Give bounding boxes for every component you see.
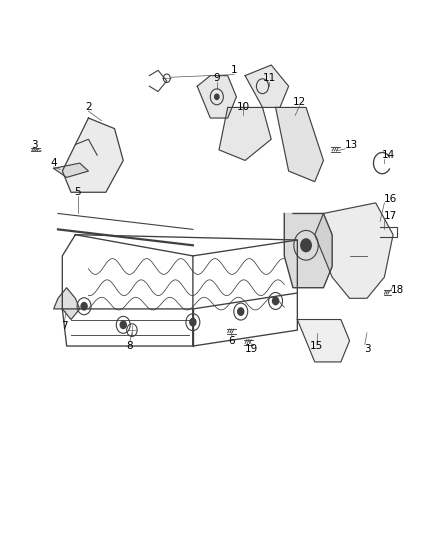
Polygon shape [284,214,332,288]
Circle shape [215,94,219,100]
Circle shape [81,303,87,310]
Text: 1: 1 [231,66,237,75]
Circle shape [238,308,244,316]
Circle shape [120,321,126,328]
Text: 19: 19 [245,344,258,354]
Circle shape [190,318,196,326]
Text: 8: 8 [127,341,133,351]
Text: 11: 11 [262,73,276,83]
Polygon shape [297,319,350,362]
Polygon shape [315,203,393,298]
Polygon shape [53,288,80,319]
Polygon shape [197,76,237,118]
Text: 14: 14 [382,150,396,160]
Text: 5: 5 [74,187,81,197]
Text: 15: 15 [310,341,324,351]
Text: 7: 7 [61,321,68,331]
Text: 2: 2 [85,102,92,112]
Circle shape [301,239,311,252]
Polygon shape [276,108,323,182]
Polygon shape [62,118,123,192]
Text: 16: 16 [384,193,398,204]
Text: 6: 6 [229,336,235,346]
Text: 13: 13 [345,140,358,150]
Text: 12: 12 [293,97,306,107]
Circle shape [272,297,279,305]
Polygon shape [219,108,271,160]
Text: 18: 18 [391,285,404,295]
Text: 3: 3 [31,140,37,150]
Text: 9: 9 [213,73,220,83]
Polygon shape [245,65,289,108]
Text: 3: 3 [364,344,370,354]
Text: 17: 17 [384,211,398,221]
Text: 10: 10 [237,102,250,112]
Polygon shape [53,163,88,177]
Text: 4: 4 [50,158,57,168]
